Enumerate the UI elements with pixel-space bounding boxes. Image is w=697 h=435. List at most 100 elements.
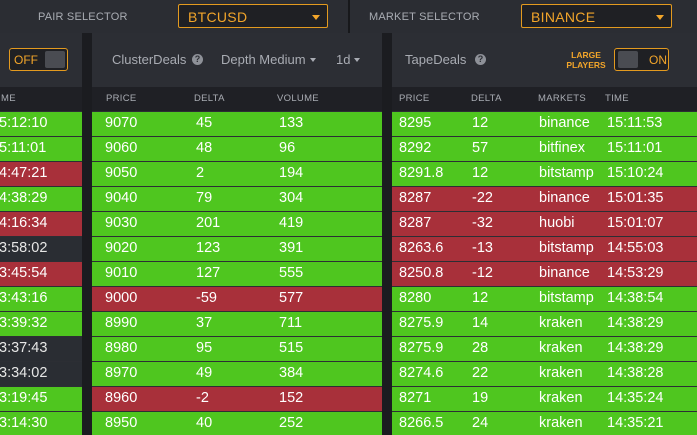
table-row[interactable]: 8287 -32 huobi 15:01:07: [392, 212, 697, 236]
table-row[interactable]: 9010 127 555: [92, 262, 382, 286]
table-row[interactable]: 9050 2 194: [92, 162, 382, 186]
time-cell: 4:16:34: [0, 215, 48, 231]
table-row[interactable]: 4:16:34: [0, 212, 82, 236]
delta-cell: 12: [472, 290, 489, 306]
delta-cell: 12: [472, 115, 489, 131]
table-row[interactable]: 3:39:32: [0, 312, 82, 336]
top-bar: PAIR SELECTOR BTCUSD MARKET SELECTOR BIN…: [0, 0, 697, 33]
chevron-down-icon: [656, 15, 664, 20]
delta-cell: 40: [196, 415, 213, 431]
table-row[interactable]: 8250.8 -12 binance 14:53:29: [392, 262, 697, 286]
table-row[interactable]: 9060 48 96: [92, 137, 382, 161]
market-cell: huobi: [539, 215, 575, 231]
cluster-deals-header: ClusterDeals ? Depth Medium 1d: [92, 33, 382, 87]
table-row[interactable]: 5:11:01: [0, 137, 82, 161]
left-panel-toggle[interactable]: OFF: [9, 48, 68, 71]
time-column-header: TIME: [605, 93, 629, 104]
period-dropdown[interactable]: 1d: [336, 52, 361, 67]
table-row[interactable]: 8970 49 384: [92, 362, 382, 386]
table-row[interactable]: 8275.9 14 kraken 14:38:29: [392, 312, 697, 336]
delta-cell: -2: [196, 390, 209, 406]
help-icon[interactable]: ?: [475, 54, 486, 65]
price-cell: 8275.9: [399, 340, 444, 356]
delta-cell: 49: [196, 365, 213, 381]
tape-deals-panel: TapeDeals ? LARGE PLAYERS ON PRICE DELTA…: [392, 33, 697, 435]
table-row[interactable]: 8271 19 kraken 14:35:24: [392, 387, 697, 411]
price-cell: 8960: [105, 390, 138, 406]
table-row[interactable]: 9040 79 304: [92, 187, 382, 211]
market-selector-value: BINANCE: [531, 9, 596, 25]
price-cell: 8250.8: [399, 265, 444, 281]
market-selector-dropdown[interactable]: BINANCE: [521, 4, 672, 28]
large-players-toggle[interactable]: ON: [614, 48, 669, 71]
pair-selector-dropdown[interactable]: BTCUSD: [178, 4, 328, 28]
table-row[interactable]: 3:45:54: [0, 262, 82, 286]
price-cell: 8266.5: [399, 415, 444, 431]
table-row[interactable]: 8275.9 28 kraken 14:38:29: [392, 337, 697, 361]
table-row[interactable]: 3:58:02: [0, 237, 82, 261]
table-row[interactable]: 3:43:16: [0, 287, 82, 311]
time-cell: 15:01:35: [607, 190, 664, 206]
table-row[interactable]: 9070 45 133: [92, 112, 382, 136]
table-row[interactable]: 9030 201 419: [92, 212, 382, 236]
table-row[interactable]: 3:19:45: [0, 387, 82, 411]
toggle-label: OFF: [14, 53, 38, 67]
delta-column-header: DELTA: [471, 93, 502, 104]
table-row[interactable]: 8990 37 711: [92, 312, 382, 336]
market-cell: bitstamp: [539, 165, 594, 181]
table-row[interactable]: 8263.6 -13 bitstamp 14:55:03: [392, 237, 697, 261]
table-row[interactable]: 8287 -22 binance 15:01:35: [392, 187, 697, 211]
table-row[interactable]: 4:38:29: [0, 187, 82, 211]
delta-cell: 201: [196, 215, 221, 231]
time-cell: 5:11:01: [0, 140, 47, 156]
price-cell: 8274.6: [399, 365, 444, 381]
toggle-knob: [45, 51, 65, 68]
table-row[interactable]: 9000 -59 577: [92, 287, 382, 311]
volume-cell: 555: [279, 265, 304, 281]
market-cell: kraken: [539, 315, 583, 331]
price-cell: 9060: [105, 140, 138, 156]
toggle-label: ON: [649, 53, 667, 67]
table-row[interactable]: 8950 40 252: [92, 412, 382, 435]
help-icon[interactable]: ?: [192, 54, 203, 65]
table-row[interactable]: 8274.6 22 kraken 14:38:28: [392, 362, 697, 386]
delta-cell: 22: [472, 365, 489, 381]
price-column-header: PRICE: [399, 93, 430, 104]
table-row[interactable]: 3:37:43: [0, 337, 82, 361]
cluster-column-header: PRICE DELTA VOLUME: [92, 87, 382, 111]
depth-dropdown[interactable]: Depth Medium: [221, 52, 316, 67]
price-cell: 8980: [105, 340, 138, 356]
table-row[interactable]: 3:34:02: [0, 362, 82, 386]
delta-cell: 19: [472, 390, 489, 406]
market-cell: kraken: [539, 340, 583, 356]
price-cell: 8271: [399, 390, 432, 406]
time-cell: 3:39:32: [0, 315, 48, 331]
volume-column-header: VOLUME: [277, 93, 319, 104]
delta-cell: 79: [196, 190, 213, 206]
time-column-header: ME: [1, 93, 16, 104]
market-cell: kraken: [539, 365, 583, 381]
table-row[interactable]: 4:47:21: [0, 162, 82, 186]
volume-cell: 252: [279, 415, 304, 431]
table-row[interactable]: 8266.5 24 kraken 14:35:21: [392, 412, 697, 435]
table-row[interactable]: 3:14:30: [0, 412, 82, 435]
table-row[interactable]: 9020 123 391: [92, 237, 382, 261]
delta-cell: 24: [472, 415, 489, 431]
market-cell: kraken: [539, 415, 583, 431]
table-row[interactable]: 8291.8 12 bitstamp 15:10:24: [392, 162, 697, 186]
table-row[interactable]: 8960 -2 152: [92, 387, 382, 411]
table-row[interactable]: 8292 57 bitfinex 15:11:01: [392, 137, 697, 161]
table-row[interactable]: 8280 12 bitstamp 14:38:54: [392, 287, 697, 311]
delta-cell: -13: [472, 240, 493, 256]
time-cell: 14:38:54: [607, 290, 664, 306]
table-row[interactable]: 8980 95 515: [92, 337, 382, 361]
volume-cell: 194: [279, 165, 304, 181]
price-column-header: PRICE: [106, 93, 137, 104]
delta-cell: 95: [196, 340, 213, 356]
market-cell: kraken: [539, 390, 583, 406]
table-row[interactable]: 5:12:10: [0, 112, 82, 136]
period-dropdown-label: 1d: [336, 52, 351, 67]
time-cell: 15:01:07: [607, 215, 664, 231]
time-cell: 3:34:02: [0, 365, 48, 381]
table-row[interactable]: 8295 12 binance 15:11:53: [392, 112, 697, 136]
